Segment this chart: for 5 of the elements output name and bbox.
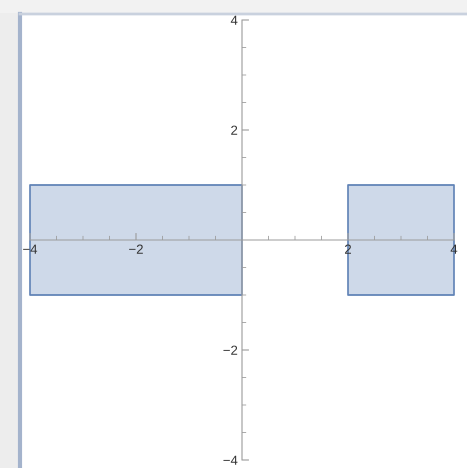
y-tick-label: 2 — [231, 126, 238, 135]
x-tick-label: −2 — [129, 244, 143, 254]
y-tick-label: 4 — [230, 16, 238, 25]
y-tick-label: −2 — [223, 346, 238, 355]
y-tick-label: −4 — [223, 456, 238, 465]
